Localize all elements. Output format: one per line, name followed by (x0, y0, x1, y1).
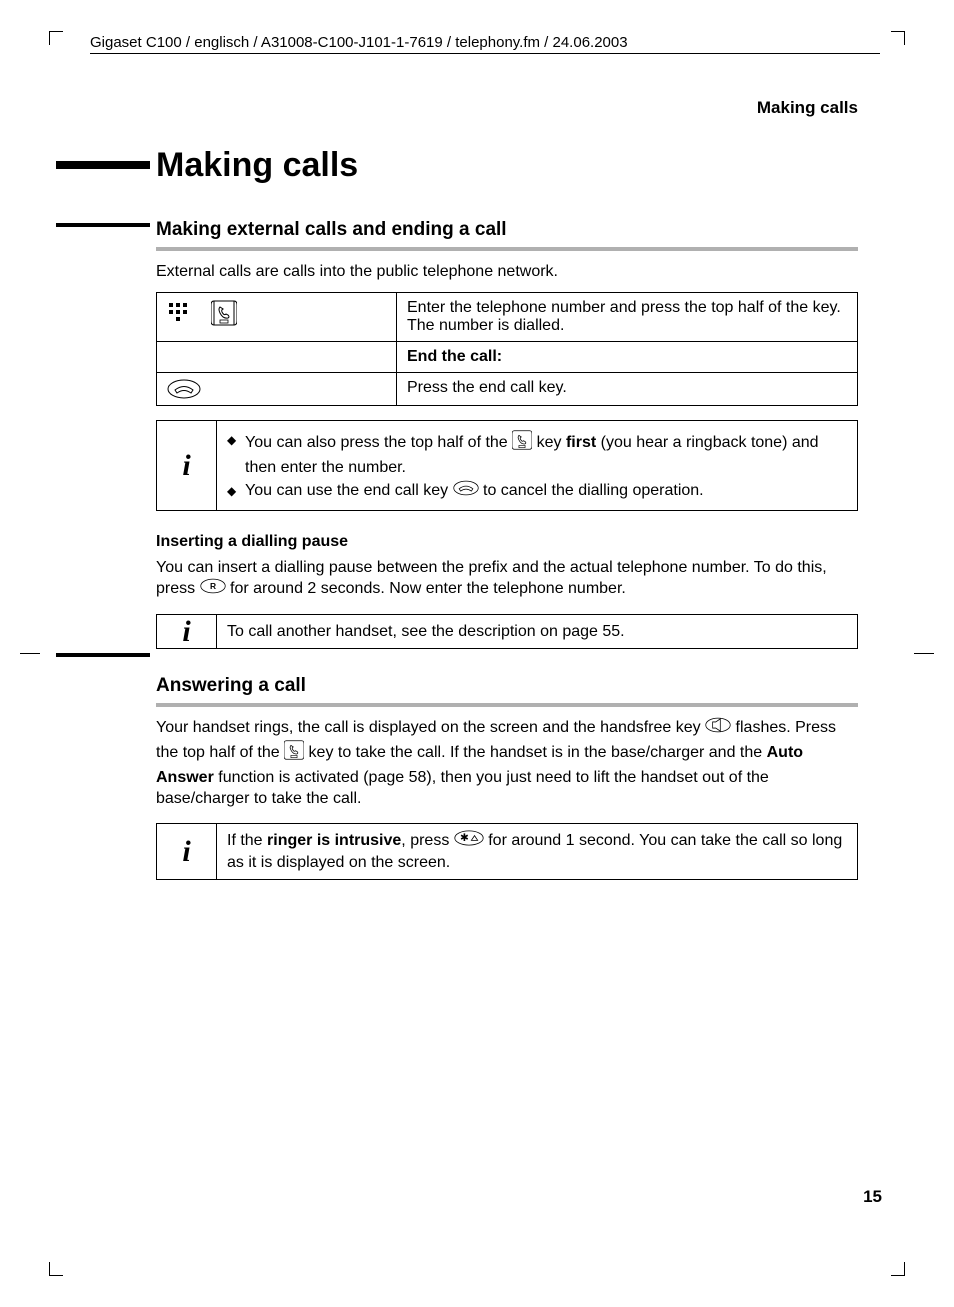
subhead-rule (56, 653, 150, 657)
info-icon: i (157, 824, 217, 880)
steps-table: Enter the telephone number and press the… (156, 292, 858, 406)
end-call-key-icon (453, 480, 479, 502)
crop-mark (49, 1262, 63, 1276)
crop-dash (20, 653, 40, 654)
header-path: Gigaset C100 / englisch / A31008-C100-J1… (90, 30, 880, 54)
table-row: Enter the telephone number and press the… (157, 293, 858, 342)
info-bullet: You can also press the top half of the k… (245, 429, 847, 478)
page-number: 15 (863, 1187, 882, 1207)
svg-text:✱: ✱ (460, 833, 469, 844)
table-row: Press the end call key. (157, 373, 858, 406)
info-box-3: i If the ringer is intrusive, press ✱ fo… (156, 823, 858, 880)
title-rule (56, 161, 150, 169)
grey-rule (156, 247, 858, 251)
info-bullet: You can use the end call key to cancel t… (245, 480, 847, 502)
crop-mark (891, 31, 905, 45)
keypad-icon (167, 301, 193, 325)
icon-cell-empty (157, 342, 397, 373)
talk-key-icon (284, 739, 304, 767)
talk-key-icon (512, 429, 532, 457)
info-box-1: i You can also press the top half of the… (156, 420, 858, 511)
icon-cell (157, 373, 397, 406)
subsub-pause: Inserting a dialling pause (156, 533, 858, 551)
pause-text: You can insert a dialling pause between … (156, 557, 858, 600)
r-key-icon: R (200, 578, 226, 600)
info-content: If the ringer is intrusive, press ✱ for … (217, 824, 858, 880)
info-icon: i (157, 421, 217, 511)
intro-text: External calls are calls into the public… (156, 261, 858, 282)
crop-dash (914, 653, 934, 654)
star-key-icon: ✱ (454, 830, 484, 852)
step-desc: Press the end call key. (397, 373, 858, 406)
step-desc-bold: End the call: (397, 342, 858, 373)
grey-rule (156, 703, 858, 707)
answer-text: Your handset rings, the call is displaye… (156, 717, 858, 809)
info-content: To call another handset, see the descrip… (217, 615, 858, 649)
subhead-answering: Answering a call (156, 675, 858, 701)
crop-mark (49, 31, 63, 45)
subhead-rule (56, 223, 150, 227)
crop-mark (891, 1262, 905, 1276)
step-desc: Enter the telephone number and press the… (397, 293, 858, 342)
section-label: Making calls (60, 98, 858, 118)
icon-cell (157, 293, 397, 342)
info-box-2: i To call another handset, see the descr… (156, 614, 858, 649)
info-content: You can also press the top half of the k… (217, 421, 858, 511)
page-title: Making calls (156, 146, 858, 185)
end-call-key-icon (167, 379, 201, 399)
handsfree-key-icon (705, 717, 731, 739)
table-row: End the call: (157, 342, 858, 373)
subhead-external-calls: Making external calls and ending a call (156, 219, 858, 245)
svg-text:R: R (210, 581, 216, 591)
talk-key-icon (211, 299, 237, 327)
info-icon: i (157, 615, 217, 649)
